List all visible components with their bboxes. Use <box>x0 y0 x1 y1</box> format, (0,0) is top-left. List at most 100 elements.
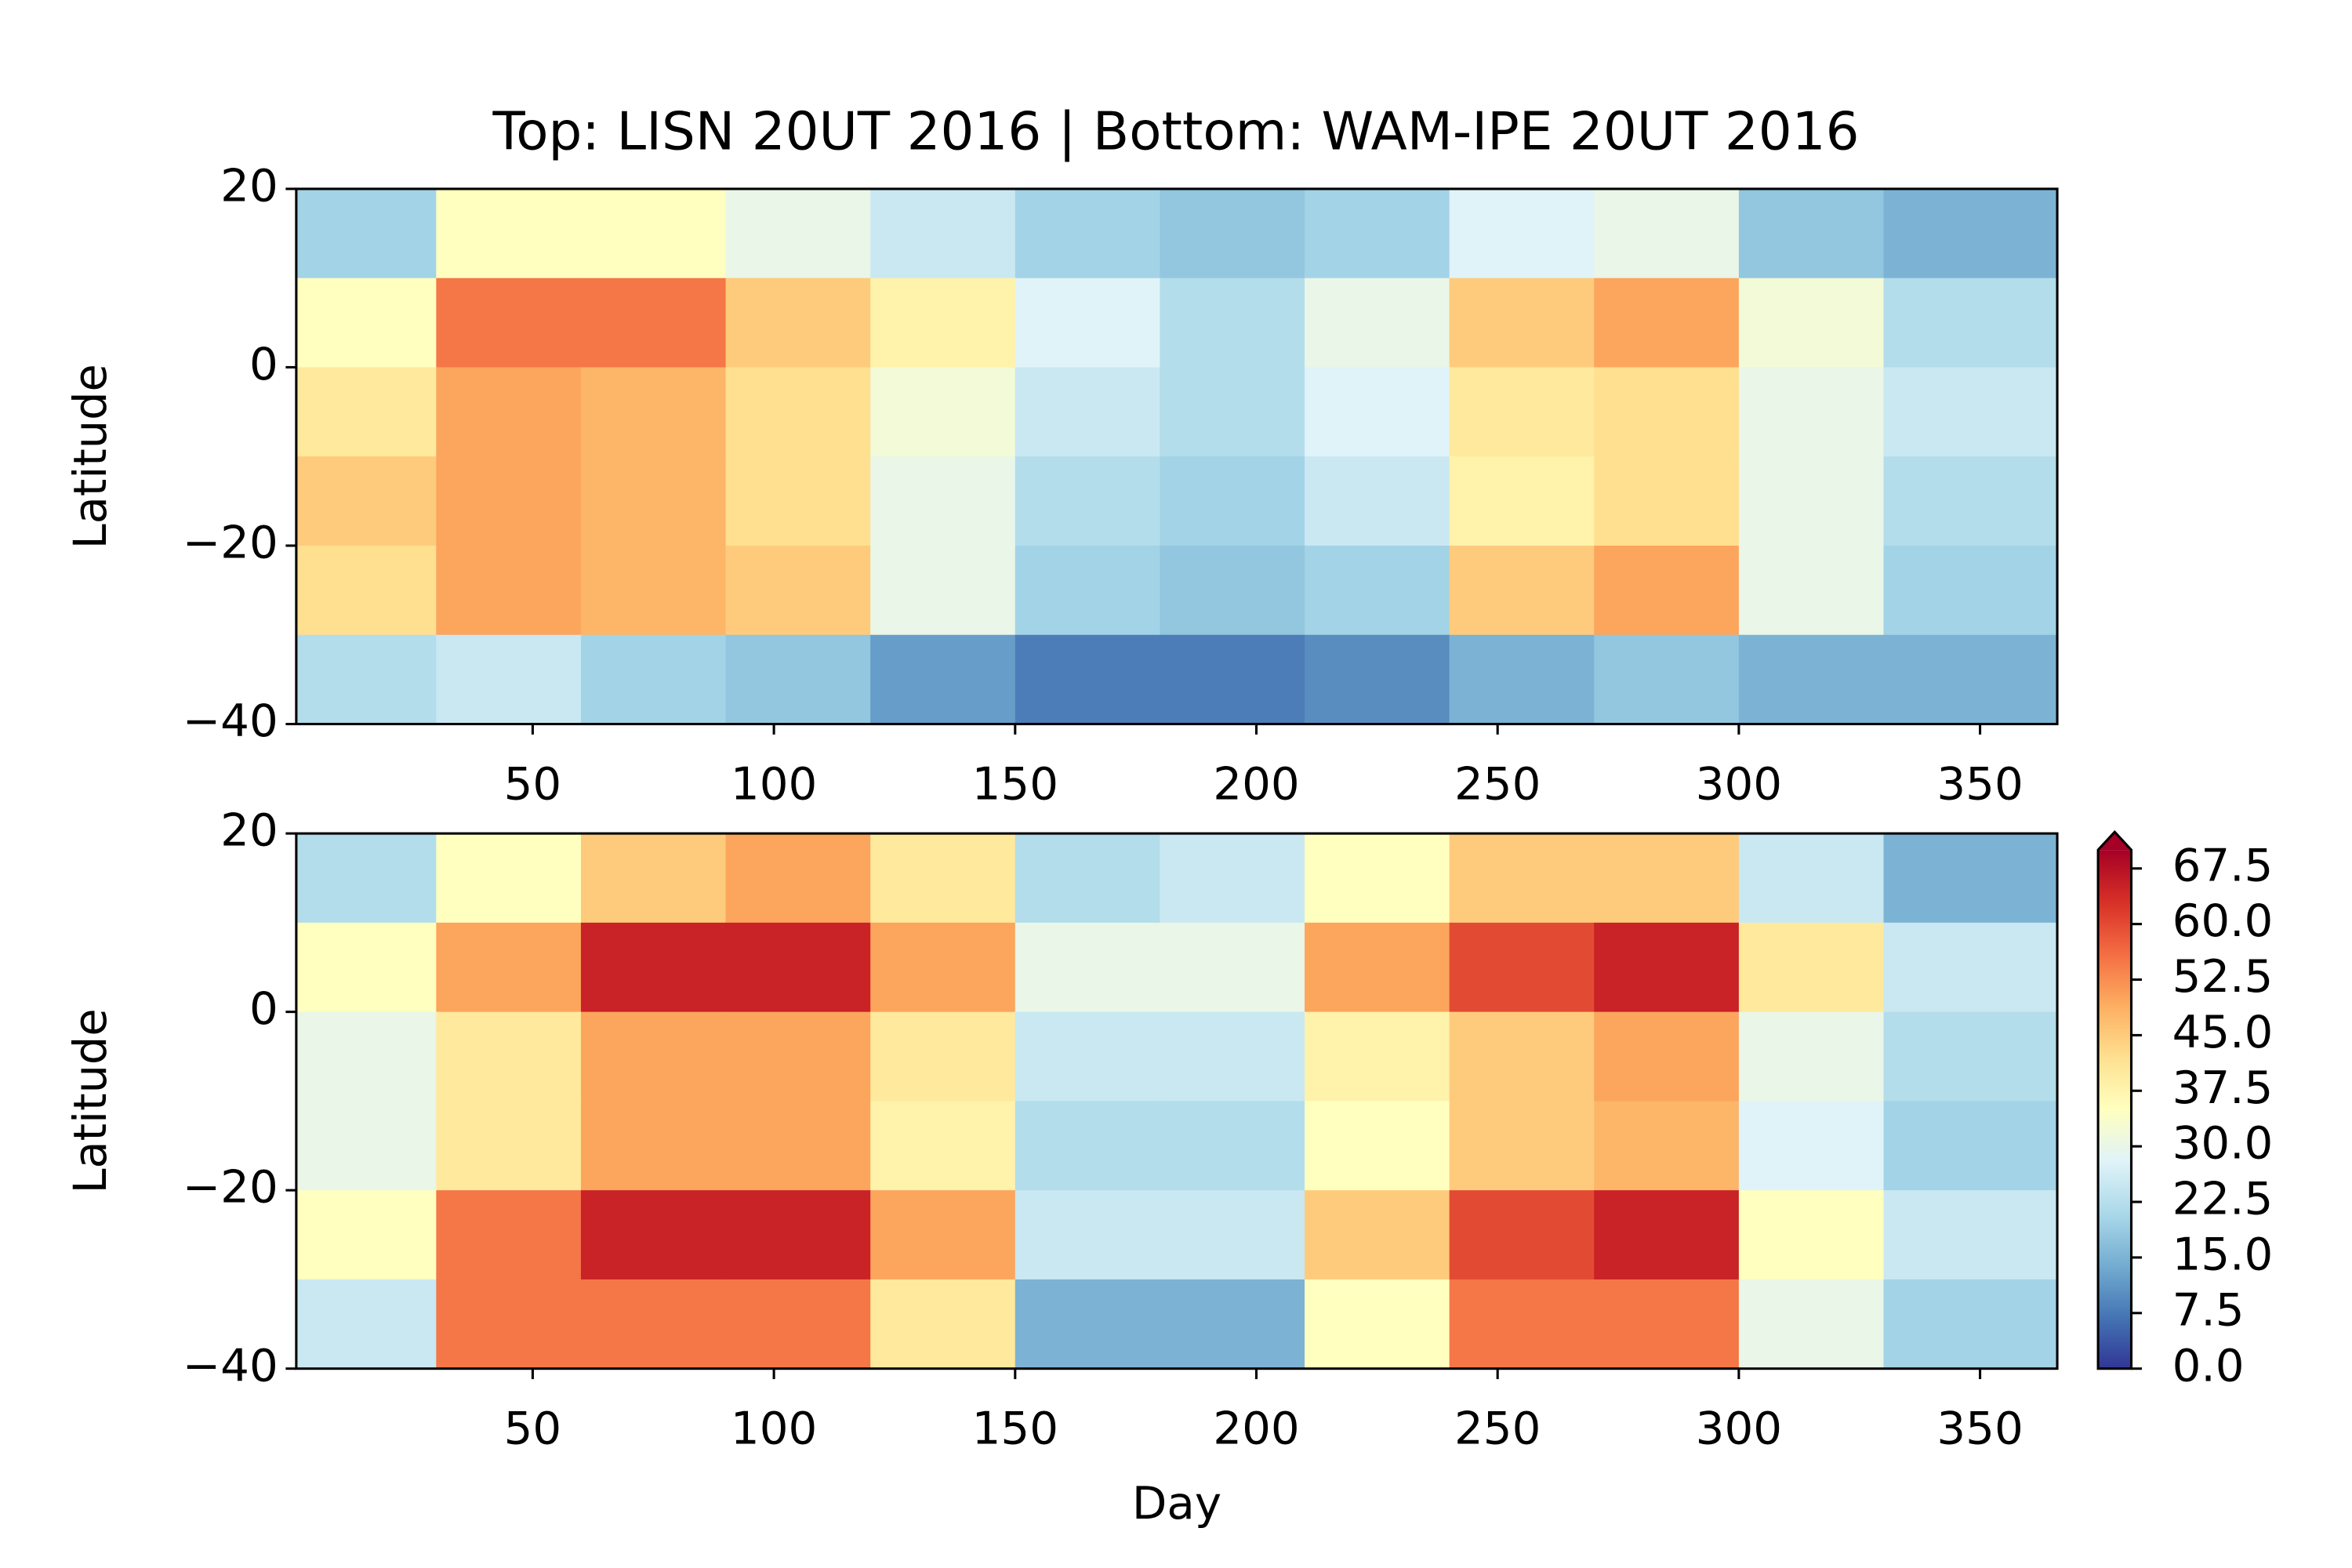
heatmap-cell <box>1014 545 1161 636</box>
heatmap-cell <box>1738 188 1885 279</box>
heatmap-cell <box>725 634 872 725</box>
heatmap-cell <box>725 1190 872 1280</box>
heatmap-cell <box>436 1101 582 1192</box>
heatmap-cell <box>870 922 1016 1013</box>
heatmap-cell <box>1160 1190 1306 1280</box>
heatmap-cell <box>870 545 1016 636</box>
heatmap-cell <box>870 1190 1016 1280</box>
x-tick-label: 150 <box>972 1403 1058 1455</box>
heatmap-cell <box>296 1101 437 1192</box>
heatmap-cell <box>1449 188 1595 279</box>
heatmap-cell <box>580 1101 727 1192</box>
heatmap-cell <box>1305 833 1450 924</box>
heatmap-cell <box>1160 188 1306 279</box>
plot-frame <box>295 832 2059 1370</box>
x-tick-label: 300 <box>1696 1403 1782 1455</box>
heatmap-cell <box>1305 456 1450 546</box>
x-tick-label: 300 <box>1696 758 1782 811</box>
heatmap-cell <box>1449 545 1595 636</box>
heatmap-cell <box>580 634 727 725</box>
heatmap-cell <box>580 1011 727 1102</box>
y-tick-label: −20 <box>183 1161 278 1214</box>
heatmap-cell <box>1883 634 2058 725</box>
heatmap-cell <box>580 1190 727 1280</box>
heatmap-cell <box>1883 188 2058 279</box>
heatmap-cell <box>436 367 582 458</box>
y-axis-label: Latitude <box>64 1008 117 1193</box>
heatmap-cell <box>1594 1011 1740 1102</box>
heatmap-cell <box>296 1279 437 1370</box>
heatmap-cell <box>1014 1190 1161 1280</box>
colorbar-tick-label: 22.5 <box>2172 1173 2274 1225</box>
x-tick-label: 100 <box>731 1403 817 1455</box>
heatmap-cell <box>1738 1190 1885 1280</box>
heatmap-cell <box>436 1011 582 1102</box>
heatmap-cell <box>1883 1101 2058 1192</box>
heatmap-cell <box>1449 634 1595 725</box>
heatmap-cell <box>1738 833 1885 924</box>
heatmap-cell <box>1014 278 1161 368</box>
heatmap-cell <box>870 833 1016 924</box>
heatmap-cell <box>296 833 437 924</box>
y-axis-label: Latitude <box>64 364 117 549</box>
x-tick-label: 250 <box>1454 1403 1541 1455</box>
heatmap-cell <box>1738 1279 1885 1370</box>
heatmap-cell <box>580 278 727 368</box>
heatmap-cell <box>870 278 1016 368</box>
heatmap-cell <box>1738 367 1885 458</box>
heatmap-cell <box>436 634 582 725</box>
heatmap-cell <box>1738 634 1885 725</box>
heatmap-cell <box>1305 1279 1450 1370</box>
heatmap-cell <box>725 456 872 546</box>
x-tick-label: 200 <box>1213 758 1299 811</box>
colorbar-tick-label: 30.0 <box>2172 1117 2274 1170</box>
heatmap-cell <box>1014 1011 1161 1102</box>
heatmap-cell <box>436 833 582 924</box>
heatmap-cell <box>1449 922 1595 1013</box>
heatmap-cell <box>1160 1101 1306 1192</box>
heatmap-cell <box>1883 1011 2058 1102</box>
heatmap-cell <box>870 634 1016 725</box>
heatmap-cell <box>1014 1101 1161 1192</box>
heatmap-cell <box>580 833 727 924</box>
heatmap-cell <box>1449 456 1595 546</box>
heatmap-cell <box>725 367 872 458</box>
heatmap-cell <box>1305 545 1450 636</box>
heatmap-cell <box>1014 456 1161 546</box>
heatmap-cell <box>1594 188 1740 279</box>
colorbar-tick-label: 67.5 <box>2172 840 2274 892</box>
x-axis-label: Day <box>1132 1477 1221 1530</box>
x-tick-label: 250 <box>1454 758 1541 811</box>
x-tick-label: 350 <box>1936 758 2023 811</box>
heatmap-cell <box>296 456 437 546</box>
x-tick-label: 100 <box>731 758 817 811</box>
x-tick-label: 200 <box>1213 1403 1299 1455</box>
heatmap-cell <box>1594 1190 1740 1280</box>
heatmap-cell <box>1305 634 1450 725</box>
colorbar <box>2098 850 2132 1369</box>
colorbar-tick-label: 45.0 <box>2172 1006 2274 1058</box>
plot-frame <box>295 187 2059 726</box>
colorbar-frame <box>2096 829 2133 1370</box>
heatmap-cell <box>580 188 727 279</box>
heatmap-cell <box>296 922 437 1013</box>
heatmap-cell <box>1594 833 1740 924</box>
colorbar-tick-label: 52.5 <box>2172 950 2274 1003</box>
heatmap-cell <box>1160 634 1306 725</box>
heatmap-cell <box>436 188 582 279</box>
heatmap-cell <box>725 188 872 279</box>
heatmap-cell <box>1594 1279 1740 1370</box>
colorbar-tick-label: 37.5 <box>2172 1062 2274 1114</box>
y-tick-label: 20 <box>220 804 278 857</box>
heatmap-cell <box>1883 833 2058 924</box>
heatmap-cell <box>1014 188 1161 279</box>
heatmap-cell <box>725 1011 872 1102</box>
heatmap-cell <box>296 545 437 636</box>
heatmap-cell <box>580 1279 727 1370</box>
heatmap-cell <box>436 545 582 636</box>
heatmap-cell <box>1160 1011 1306 1102</box>
heatmap-cell <box>1014 367 1161 458</box>
heatmap-cell <box>296 278 437 368</box>
heatmap-cell <box>1160 545 1306 636</box>
